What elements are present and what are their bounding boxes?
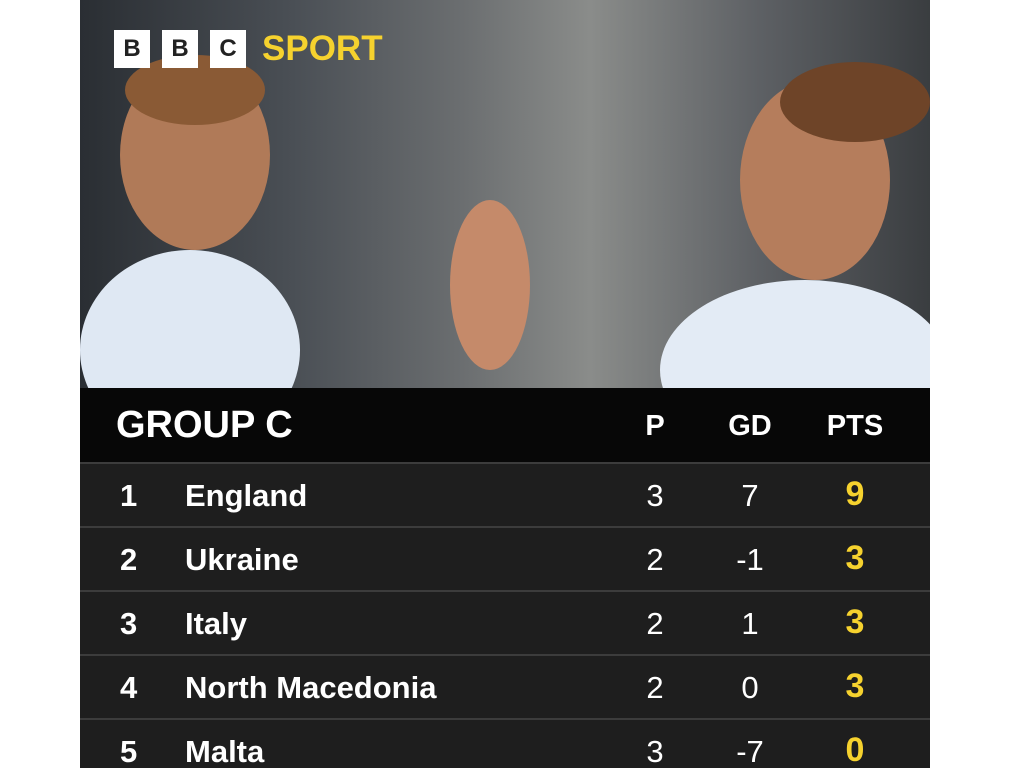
cell-pos: 1: [120, 478, 138, 513]
cell-pts: 9: [845, 475, 865, 513]
table-row: 5 Malta 3 -7 0: [80, 718, 930, 768]
cell-pts: 3: [845, 603, 865, 641]
standings-graphic: B B C SPORT GROUP C P GD PTS 1 England 3 7 9…: [80, 0, 930, 768]
logo-letter: B: [162, 30, 198, 68]
cell-team: Malta: [185, 734, 265, 768]
cell-gd: -1: [736, 542, 764, 577]
logo-letter: C: [210, 30, 246, 68]
player-right-hair: [780, 62, 930, 142]
group-title: GROUP C: [116, 404, 293, 446]
cell-p: 3: [646, 478, 664, 513]
cell-team: Italy: [185, 606, 248, 641]
cell-team: England: [185, 478, 308, 513]
column-points: PTS: [826, 410, 884, 442]
table-row: 3 Italy 2 1 3: [80, 590, 930, 654]
cell-team: North Macedonia: [185, 670, 437, 705]
cell-p: 2: [646, 542, 664, 577]
cell-p: 2: [646, 670, 664, 705]
bbc-sport-logo: B B C SPORT: [114, 29, 383, 69]
cell-pts: 3: [845, 667, 865, 705]
table-header: GROUP C P GD PTS: [80, 388, 930, 462]
cell-gd: 1: [741, 606, 759, 641]
cell-pos: 3: [120, 606, 138, 641]
table-row: 1 England 3 7 9: [80, 462, 930, 526]
cell-pts: 3: [845, 539, 865, 577]
cell-p: 2: [646, 606, 664, 641]
cell-team: Ukraine: [185, 542, 299, 577]
cell-gd: -7: [736, 734, 764, 768]
column-played: P: [645, 410, 665, 442]
cell-pts: 0: [845, 731, 865, 768]
column-goal-difference: GD: [728, 410, 772, 442]
cell-gd: 7: [741, 478, 759, 513]
logo-letter: B: [114, 30, 150, 68]
cell-p: 3: [646, 734, 664, 768]
hands: [450, 200, 530, 370]
cell-pos: 5: [120, 734, 138, 768]
players-photo: B B C SPORT: [80, 0, 930, 460]
cell-pos: 4: [120, 670, 138, 705]
table-row: 4 North Macedonia 2 0 3: [80, 654, 930, 718]
table-row: 2 Ukraine 2 -1 3: [80, 526, 930, 590]
cell-pos: 2: [120, 542, 138, 577]
cell-gd: 0: [741, 670, 759, 705]
logo-sport-text: SPORT: [262, 29, 383, 68]
